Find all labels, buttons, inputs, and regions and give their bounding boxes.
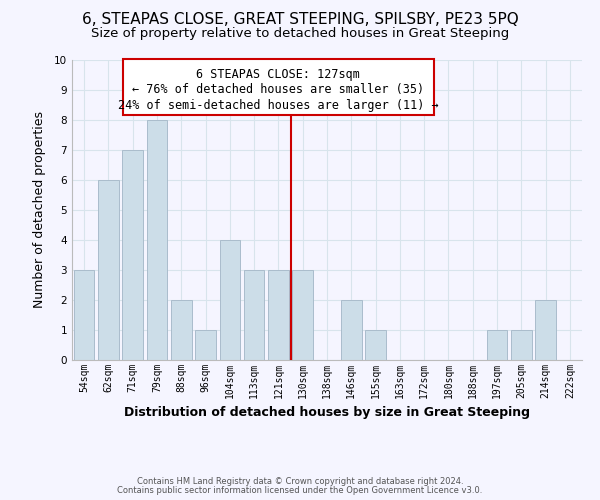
- Bar: [268, 270, 289, 360]
- Bar: [535, 300, 556, 360]
- Text: 6, STEAPAS CLOSE, GREAT STEEPING, SPILSBY, PE23 5PQ: 6, STEAPAS CLOSE, GREAT STEEPING, SPILSB…: [82, 12, 518, 28]
- Bar: [74, 270, 94, 360]
- Bar: [292, 270, 313, 360]
- Text: 6 STEAPAS CLOSE: 127sqm: 6 STEAPAS CLOSE: 127sqm: [196, 68, 361, 81]
- Bar: [244, 270, 265, 360]
- Bar: [171, 300, 191, 360]
- Y-axis label: Number of detached properties: Number of detached properties: [32, 112, 46, 308]
- Bar: [487, 330, 508, 360]
- Text: Contains public sector information licensed under the Open Government Licence v3: Contains public sector information licen…: [118, 486, 482, 495]
- Bar: [195, 330, 216, 360]
- Bar: [341, 300, 362, 360]
- Text: Contains HM Land Registry data © Crown copyright and database right 2024.: Contains HM Land Registry data © Crown c…: [137, 477, 463, 486]
- Bar: [511, 330, 532, 360]
- Bar: [122, 150, 143, 360]
- Text: 24% of semi-detached houses are larger (11) →: 24% of semi-detached houses are larger (…: [118, 98, 439, 112]
- Bar: [98, 180, 119, 360]
- Bar: [220, 240, 240, 360]
- FancyBboxPatch shape: [123, 58, 434, 116]
- Bar: [365, 330, 386, 360]
- Text: Size of property relative to detached houses in Great Steeping: Size of property relative to detached ho…: [91, 28, 509, 40]
- Bar: [146, 120, 167, 360]
- Text: ← 76% of detached houses are smaller (35): ← 76% of detached houses are smaller (35…: [133, 84, 424, 96]
- X-axis label: Distribution of detached houses by size in Great Steeping: Distribution of detached houses by size …: [124, 406, 530, 420]
